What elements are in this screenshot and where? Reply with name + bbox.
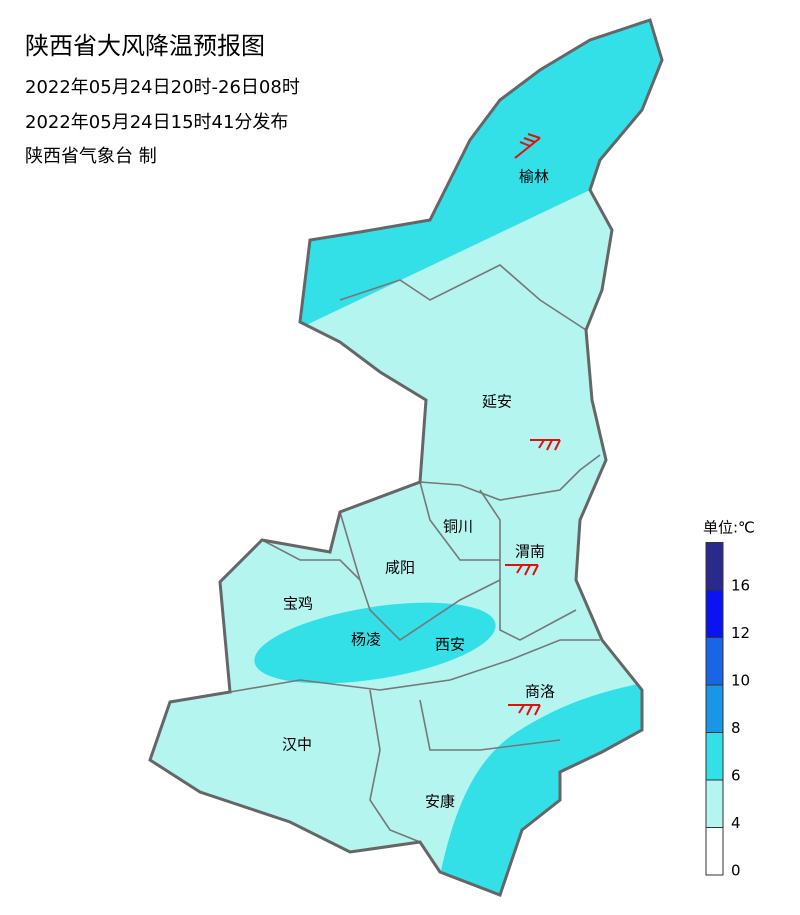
legend-swatch — [705, 589, 724, 638]
legend-tick-label: 4 — [731, 814, 741, 832]
city-label: 商洛 — [525, 683, 555, 701]
legend-tick-label: 10 — [731, 672, 750, 690]
city-label: 渭南 — [515, 543, 545, 561]
city-label: 杨凌 — [351, 631, 381, 649]
city-label: 榆林 — [519, 168, 549, 186]
title: 陕西省大风降温预报图 — [25, 32, 265, 60]
wind-barbs — [505, 133, 561, 716]
legend-swatch — [705, 779, 724, 828]
city-label: 宝鸡 — [283, 595, 313, 613]
subtitle: 2022年05月24日20时-26日08时 — [25, 77, 300, 98]
legend-swatch — [705, 637, 724, 686]
legend-swatch — [705, 542, 724, 591]
legend-swatch — [705, 827, 724, 876]
legend-unit: 单位:℃ — [703, 519, 755, 537]
city-label: 铜川 — [443, 518, 473, 536]
legend-swatch — [705, 684, 724, 733]
city-label: 安康 — [425, 793, 455, 811]
legend-tick-label: 0 — [731, 862, 741, 880]
legend-swatch — [705, 732, 724, 781]
city-label: 西安 — [435, 636, 465, 654]
region-fill — [254, 602, 496, 684]
subtitle: 2022年05月24日15时41分发布 — [25, 112, 288, 133]
legend: 0 4 6 8 10 12 16 — [705, 542, 750, 880]
city-label: 汉中 — [282, 736, 312, 754]
city-label: 延安 — [482, 393, 512, 411]
legend-tick-label: 12 — [731, 624, 750, 642]
legend-tick-label: 8 — [731, 719, 741, 737]
subtitle: 陕西省气象台 制 — [25, 146, 157, 167]
city-label: 咸阳 — [385, 559, 415, 577]
legend-tick-label: 16 — [731, 577, 750, 595]
inner-borders — [229, 264, 601, 843]
legend-tick-label: 6 — [731, 767, 741, 785]
